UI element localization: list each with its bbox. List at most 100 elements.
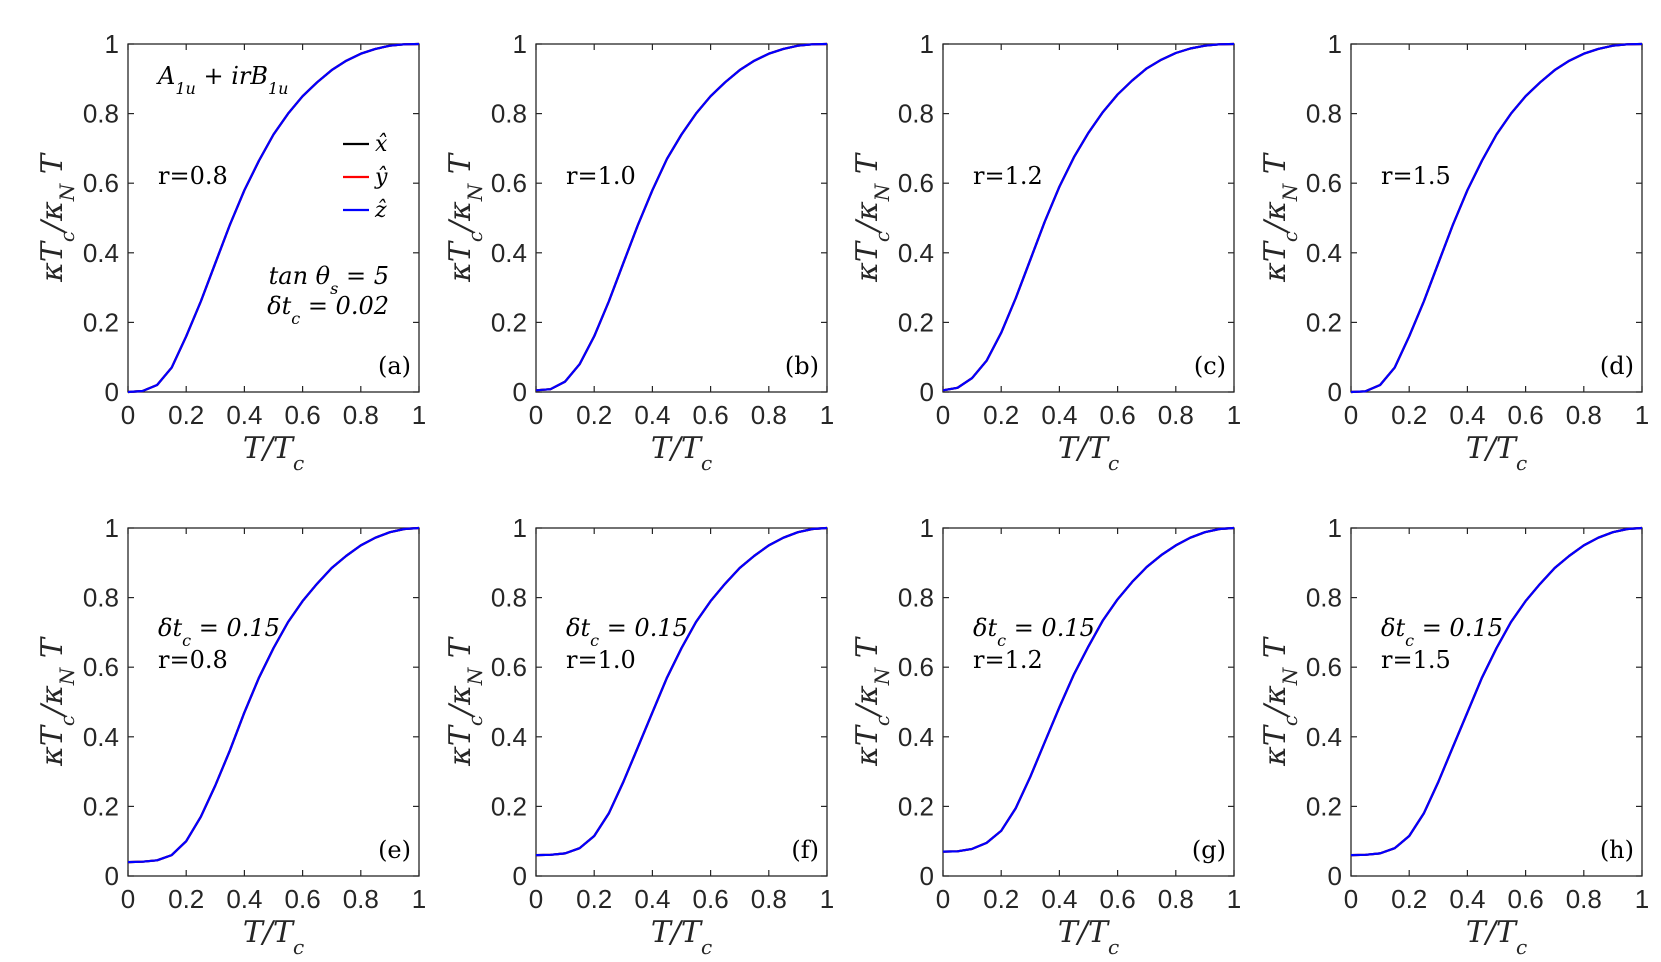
y-tick-label: 1 <box>105 513 119 543</box>
y-tick-label: 0.8 <box>491 99 527 129</box>
y-tick-label: 0.4 <box>1306 722 1342 752</box>
panel-b: 0 0.2 0.4 0.6 0.8 1 0 0.2 0.4 0.6 0.8 1 T/Tc κTc/κN T… <box>443 29 834 475</box>
y-axis-label: κTc/κN T <box>35 636 79 767</box>
y-tick-label: 0.6 <box>83 652 119 682</box>
x-axis-label: T/Tc <box>651 431 712 475</box>
annotation-delta-tc: δtc = 0.15 <box>1381 614 1503 650</box>
plot-area <box>535 527 828 877</box>
annotation-delta-tc: δtc = 0.15 <box>158 614 280 650</box>
y-tick-label: 1 <box>513 513 527 543</box>
x-tick-label: 0.4 <box>1041 400 1077 430</box>
panel-d: 0 0.2 0.4 0.6 0.8 1 0 0.2 0.4 0.6 0.8 1 T/Tc κTc/κN T… <box>1258 29 1649 475</box>
y-tick-label: 0.8 <box>898 99 934 129</box>
plot-area <box>1350 43 1643 393</box>
panel-label: (e) <box>378 836 411 864</box>
y-axis-label: κTc/κN T <box>850 636 894 767</box>
y-tick-label: 0 <box>105 861 119 891</box>
annotation-pairing-symmetry: A1u + irB1u <box>156 62 288 98</box>
panel-label: (g) <box>1192 836 1226 864</box>
y-tick-label: 0 <box>920 377 934 407</box>
y-tick-label: 0.4 <box>898 238 934 268</box>
x-tick-label: 0.2 <box>983 884 1019 914</box>
y-axis-label: κTc/κN T <box>1258 636 1302 767</box>
y-tick-label: 0.2 <box>491 791 527 821</box>
panel-label: (a) <box>378 352 411 380</box>
x-tick-label: 0.4 <box>226 884 262 914</box>
x-tick-label: 0 <box>529 884 543 914</box>
x-tick-label: 0.2 <box>983 400 1019 430</box>
x-tick-label: 0.6 <box>1508 400 1544 430</box>
series-line-z <box>127 526 420 864</box>
panel-h: 0 0.2 0.4 0.6 0.8 1 0 0.2 0.4 0.6 0.8 1 T/Tc κTc/κN T… <box>1258 513 1649 959</box>
panel-label: (h) <box>1600 836 1634 864</box>
annotation-r: r=1.0 <box>566 162 636 190</box>
x-tick-label: 0 <box>121 400 135 430</box>
y-tick-label: 0.6 <box>491 652 527 682</box>
annotation-r: r=1.5 <box>1381 162 1451 190</box>
y-axis-label: κTc/κN T <box>35 152 79 283</box>
x-tick-label: 0.6 <box>693 884 729 914</box>
y-tick-label: 0.8 <box>1306 583 1342 613</box>
y-tick-label: 1 <box>920 29 934 59</box>
y-tick-label: 0.6 <box>898 652 934 682</box>
x-tick-label: 0.4 <box>634 884 670 914</box>
y-tick-label: 1 <box>105 29 119 59</box>
annotation-r: r=0.8 <box>158 646 228 674</box>
y-tick-label: 0 <box>513 861 527 891</box>
x-tick-label: 1 <box>820 884 834 914</box>
x-tick-label: 0 <box>1344 884 1358 914</box>
x-tick-label: 0 <box>936 884 950 914</box>
y-tick-label: 1 <box>920 513 934 543</box>
y-tick-label: 0.6 <box>1306 168 1342 198</box>
annotation-delta-tc: δtc = 0.15 <box>973 614 1095 650</box>
plot-area <box>127 527 420 877</box>
x-tick-label: 1 <box>1227 400 1241 430</box>
x-tick-label: 1 <box>820 400 834 430</box>
panel-f: 0 0.2 0.4 0.6 0.8 1 0 0.2 0.4 0.6 0.8 1 T/Tc κTc/κN T… <box>443 513 834 959</box>
annotation-r: r=1.5 <box>1381 646 1451 674</box>
x-tick-label: 0 <box>529 400 543 430</box>
plot-area <box>1350 527 1643 877</box>
y-tick-label: 0 <box>920 861 934 891</box>
annotation-r: r=1.2 <box>973 646 1043 674</box>
x-tick-label: 0.4 <box>1449 884 1485 914</box>
x-tick-label: 0.8 <box>1566 400 1602 430</box>
y-tick-label: 0.2 <box>898 307 934 337</box>
panel-label: (d) <box>1600 352 1634 380</box>
legend: x̂ ŷẑ <box>343 132 388 223</box>
panel-e: 0 0.2 0.4 0.6 0.8 1 0 0.2 0.4 0.6 0.8 1 T/Tc κTc/κN T… <box>35 513 426 959</box>
y-tick-label: 1 <box>1328 29 1342 59</box>
plot-area <box>942 43 1235 393</box>
x-tick-label: 0.8 <box>343 884 379 914</box>
x-axis-label: T/Tc <box>243 431 304 475</box>
x-tick-label: 0.8 <box>751 884 787 914</box>
y-tick-label: 0 <box>1328 377 1342 407</box>
y-tick-label: 0 <box>513 377 527 407</box>
y-tick-label: 0.4 <box>83 238 119 268</box>
y-tick-label: 0.8 <box>1306 99 1342 129</box>
x-tick-label: 0.2 <box>576 400 612 430</box>
x-tick-label: 0.2 <box>168 884 204 914</box>
x-axis-label: T/Tc <box>1466 915 1527 959</box>
y-tick-label: 0.8 <box>83 99 119 129</box>
legend-entry: ẑ <box>374 198 387 223</box>
y-tick-label: 0.4 <box>491 238 527 268</box>
panel-label: (f) <box>791 836 819 864</box>
y-tick-label: 0.2 <box>491 307 527 337</box>
y-axis-label: κTc/κN T <box>850 152 894 283</box>
y-tick-label: 0 <box>1328 861 1342 891</box>
x-tick-label: 0.6 <box>285 884 321 914</box>
x-tick-label: 0.6 <box>693 400 729 430</box>
legend-entry: x̂ <box>375 132 388 157</box>
y-tick-label: 0.8 <box>491 583 527 613</box>
y-tick-label: 0.2 <box>898 791 934 821</box>
x-tick-label: 0.4 <box>1041 884 1077 914</box>
series-line-z <box>535 42 828 392</box>
x-tick-label: 1 <box>412 884 426 914</box>
x-tick-label: 0.2 <box>1391 400 1427 430</box>
panel-g: 0 0.2 0.4 0.6 0.8 1 0 0.2 0.4 0.6 0.8 1 T/Tc κTc/κN T… <box>850 513 1241 959</box>
x-tick-label: 0.6 <box>1508 884 1544 914</box>
y-axis-label: κTc/κN T <box>443 152 487 283</box>
x-tick-label: 1 <box>1227 884 1241 914</box>
